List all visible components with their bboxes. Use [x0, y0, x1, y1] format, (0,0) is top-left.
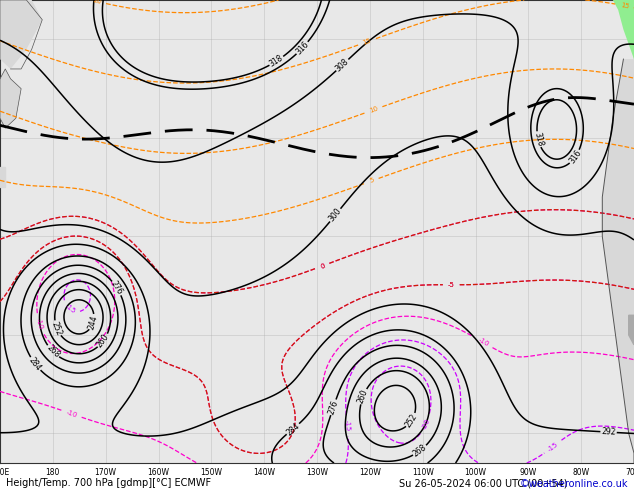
Text: Height/Temp. 700 hPa [gdmp][°C] ECMWF: Height/Temp. 700 hPa [gdmp][°C] ECMWF — [6, 478, 212, 488]
Text: -5: -5 — [448, 282, 455, 288]
Text: -15: -15 — [344, 420, 351, 432]
Text: 244: 244 — [87, 314, 100, 330]
Text: 90W: 90W — [520, 468, 537, 477]
Text: 5: 5 — [369, 177, 375, 184]
Text: ©weatheronline.co.uk: ©weatheronline.co.uk — [519, 479, 628, 489]
Text: 100W: 100W — [465, 468, 486, 477]
Text: -20: -20 — [420, 418, 430, 431]
Text: 120W: 120W — [359, 468, 381, 477]
Text: 0: 0 — [320, 262, 326, 270]
Text: 0: 0 — [320, 262, 326, 270]
Polygon shape — [0, 168, 5, 187]
Text: 15: 15 — [362, 38, 372, 46]
Text: 292: 292 — [601, 427, 616, 437]
Text: 276: 276 — [109, 279, 125, 296]
Text: -5: -5 — [448, 282, 455, 288]
Text: 284: 284 — [27, 355, 43, 372]
Text: 15: 15 — [619, 2, 630, 10]
Polygon shape — [602, 59, 634, 463]
Text: 300: 300 — [327, 207, 344, 223]
Text: 276: 276 — [327, 399, 340, 416]
Text: 80W: 80W — [573, 468, 590, 477]
Text: 20: 20 — [92, 0, 102, 5]
Polygon shape — [0, 69, 21, 128]
Text: 316: 316 — [567, 148, 583, 166]
Polygon shape — [629, 315, 634, 345]
Text: -15: -15 — [63, 303, 76, 315]
Text: 130W: 130W — [306, 468, 328, 477]
Text: 284: 284 — [285, 421, 301, 437]
Text: 260: 260 — [95, 332, 111, 349]
Text: 150W: 150W — [200, 468, 223, 477]
Text: 318: 318 — [268, 53, 285, 69]
Text: -15: -15 — [547, 441, 559, 452]
Text: 268: 268 — [44, 343, 61, 360]
Text: -10: -10 — [477, 337, 489, 348]
Text: 170W: 170W — [94, 468, 117, 477]
Text: 252: 252 — [50, 320, 63, 337]
Polygon shape — [0, 0, 42, 69]
Text: 308: 308 — [334, 57, 351, 74]
Text: 110W: 110W — [411, 468, 434, 477]
Polygon shape — [613, 0, 634, 59]
Text: 260: 260 — [356, 388, 370, 405]
Text: 170E: 170E — [0, 468, 10, 477]
Text: 318: 318 — [532, 131, 544, 147]
Text: 316: 316 — [294, 40, 311, 56]
Text: 268: 268 — [411, 443, 429, 459]
Text: Su 26-05-2024 06:00 UTC (00+54): Su 26-05-2024 06:00 UTC (00+54) — [399, 478, 568, 488]
Text: 70W: 70W — [625, 468, 634, 477]
Text: -10: -10 — [65, 409, 78, 418]
Text: 180: 180 — [46, 468, 60, 477]
Text: 252: 252 — [404, 412, 419, 429]
Text: -10: -10 — [35, 318, 44, 330]
Text: 10: 10 — [368, 105, 378, 114]
Text: 160W: 160W — [148, 468, 169, 477]
Text: 140W: 140W — [253, 468, 275, 477]
